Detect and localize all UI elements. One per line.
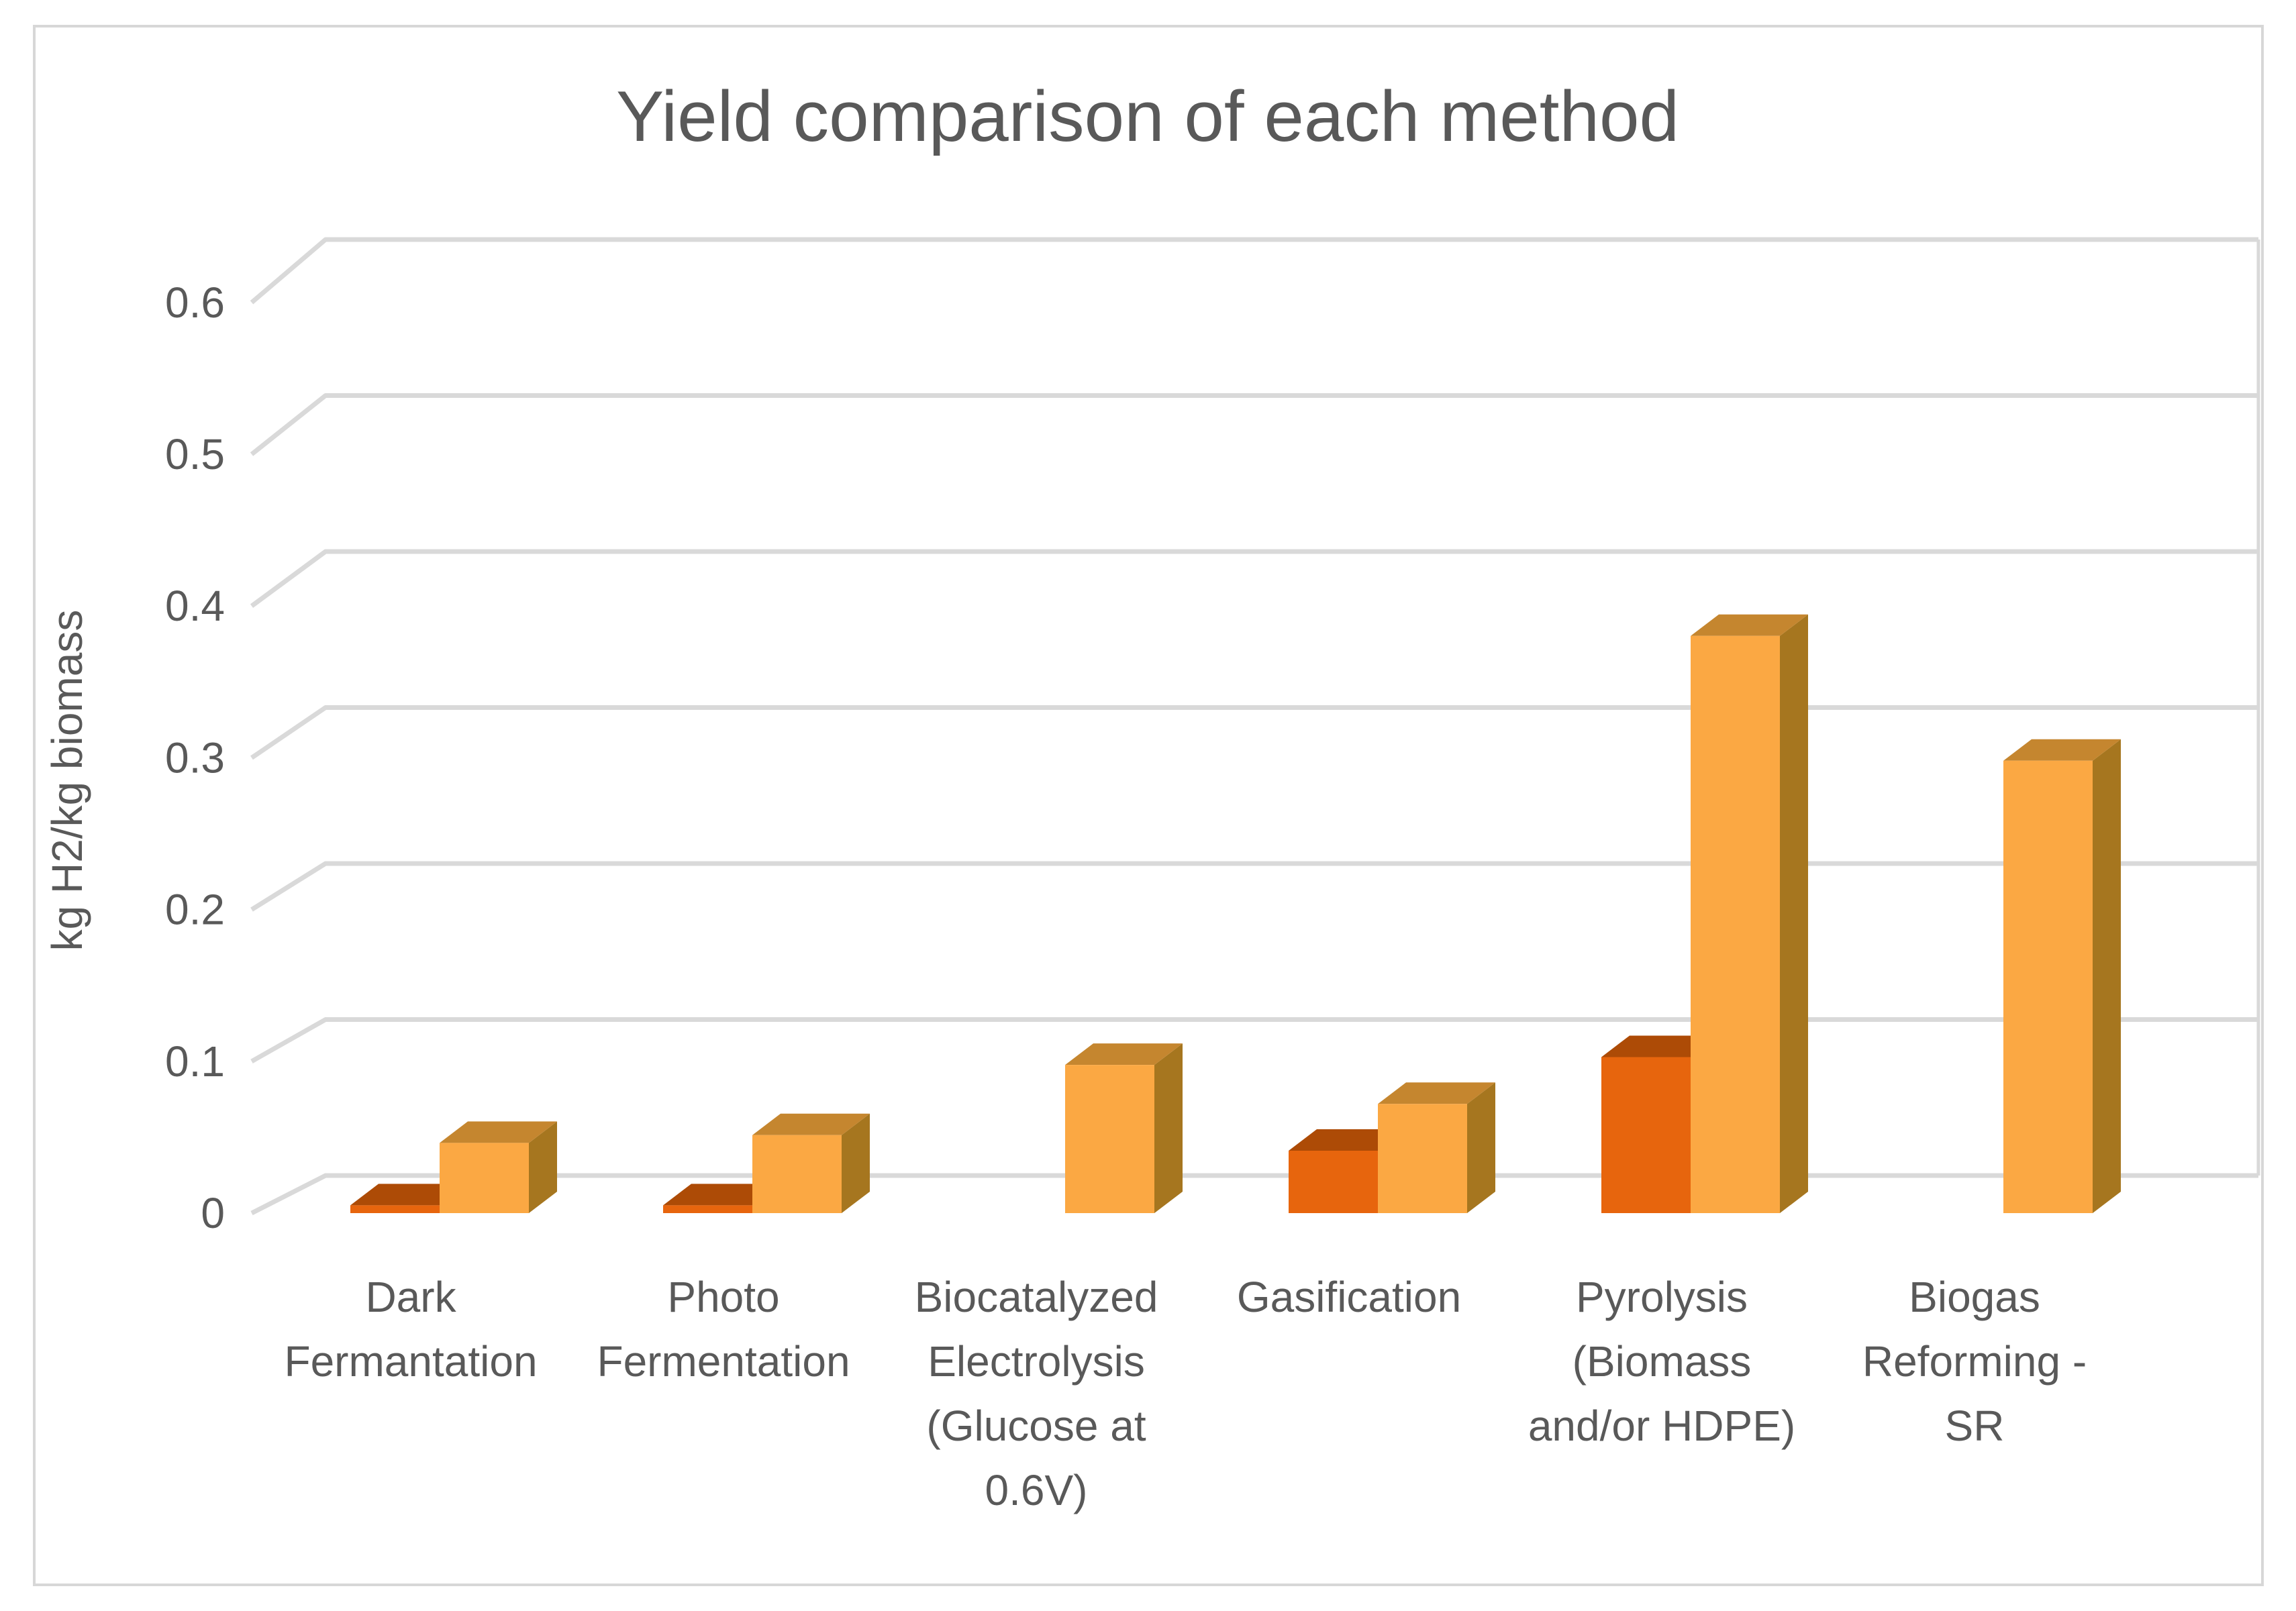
category-label: Dark Fermantation [284,1273,537,1386]
y-tick-label: 0.5 [165,430,225,478]
bar-front-face [663,1205,752,1213]
bar-top-face [1378,1082,1495,1104]
chart-title: Yield comparison of each method [616,76,1679,156]
gridlines [250,237,2260,1216]
bar-side-face [842,1113,870,1213]
bar-front-face [752,1135,842,1213]
bar-side-face [1467,1082,1495,1213]
bar-front-face [1601,1057,1691,1213]
y-tick-label: 0.1 [165,1037,225,1086]
gridline [250,549,2258,609]
bar-3d-series-2 [2003,739,2121,1213]
gridline [250,237,2258,305]
bar-front-face [2003,760,2093,1213]
bar-3d-series-2 [440,1121,557,1213]
category-label: Photo Fermentation [597,1273,850,1386]
bar-top-face [1065,1043,1183,1066]
bar-3d-series-2 [1691,614,1808,1213]
bar-side-face [1154,1043,1183,1213]
bar-front-face [1691,635,1780,1213]
y-tick-label: 0.3 [165,733,225,782]
bar-top-face [1691,614,1808,636]
gridline [250,861,2258,912]
bar-side-face [529,1121,557,1213]
chart-area-border [33,25,2264,1586]
bar-top-face [663,1184,781,1206]
x-axis-category-labels: Dark Fermantation Photo Fermentation Biocata… [284,1273,2087,1514]
category-label: Gasification [1237,1273,1461,1321]
gridline [250,393,2258,456]
bar-top-face [1601,1035,1719,1057]
y-tick-label: 0.6 [165,278,225,327]
y-axis-title: kg H2/kg biomass [43,610,91,951]
bar-3d-series-2 [1065,1043,1183,1213]
bar-top-face [1289,1129,1406,1151]
category-label: Biocatalyzed Electrolysis (Glucose at 0.6V) [915,1273,1158,1514]
bar-top-face [440,1121,557,1143]
bar-front-face [1065,1065,1154,1213]
category-label: Pyrolysis (Biomass and/or HDPE) [1528,1273,1795,1450]
gridline [250,1017,2258,1063]
bar-front-face [1378,1104,1467,1213]
bar-front-face [350,1205,440,1213]
gridline [250,705,2258,760]
y-tick-label: 0.2 [165,886,225,934]
bar-top-face [2003,739,2121,761]
bar-3d-series-2 [1378,1082,1495,1213]
bar-side-face [1780,614,1808,1213]
bar-top-face [350,1184,468,1206]
bar-front-face [1289,1151,1378,1213]
y-tick-label: 0 [201,1189,225,1237]
bar-top-face [752,1113,870,1135]
category-label: Biogas Reforming -SR [1862,1273,2087,1450]
bar-side-face [2093,739,2121,1213]
bar-3d-series-2 [752,1113,870,1213]
y-tick-label: 0.4 [165,582,225,630]
bar-series [350,614,2121,1213]
y-axis-tick-labels: 0 0.1 0.2 0.3 0.4 0.5 0.6 [165,278,225,1237]
bar-front-face [440,1143,529,1213]
